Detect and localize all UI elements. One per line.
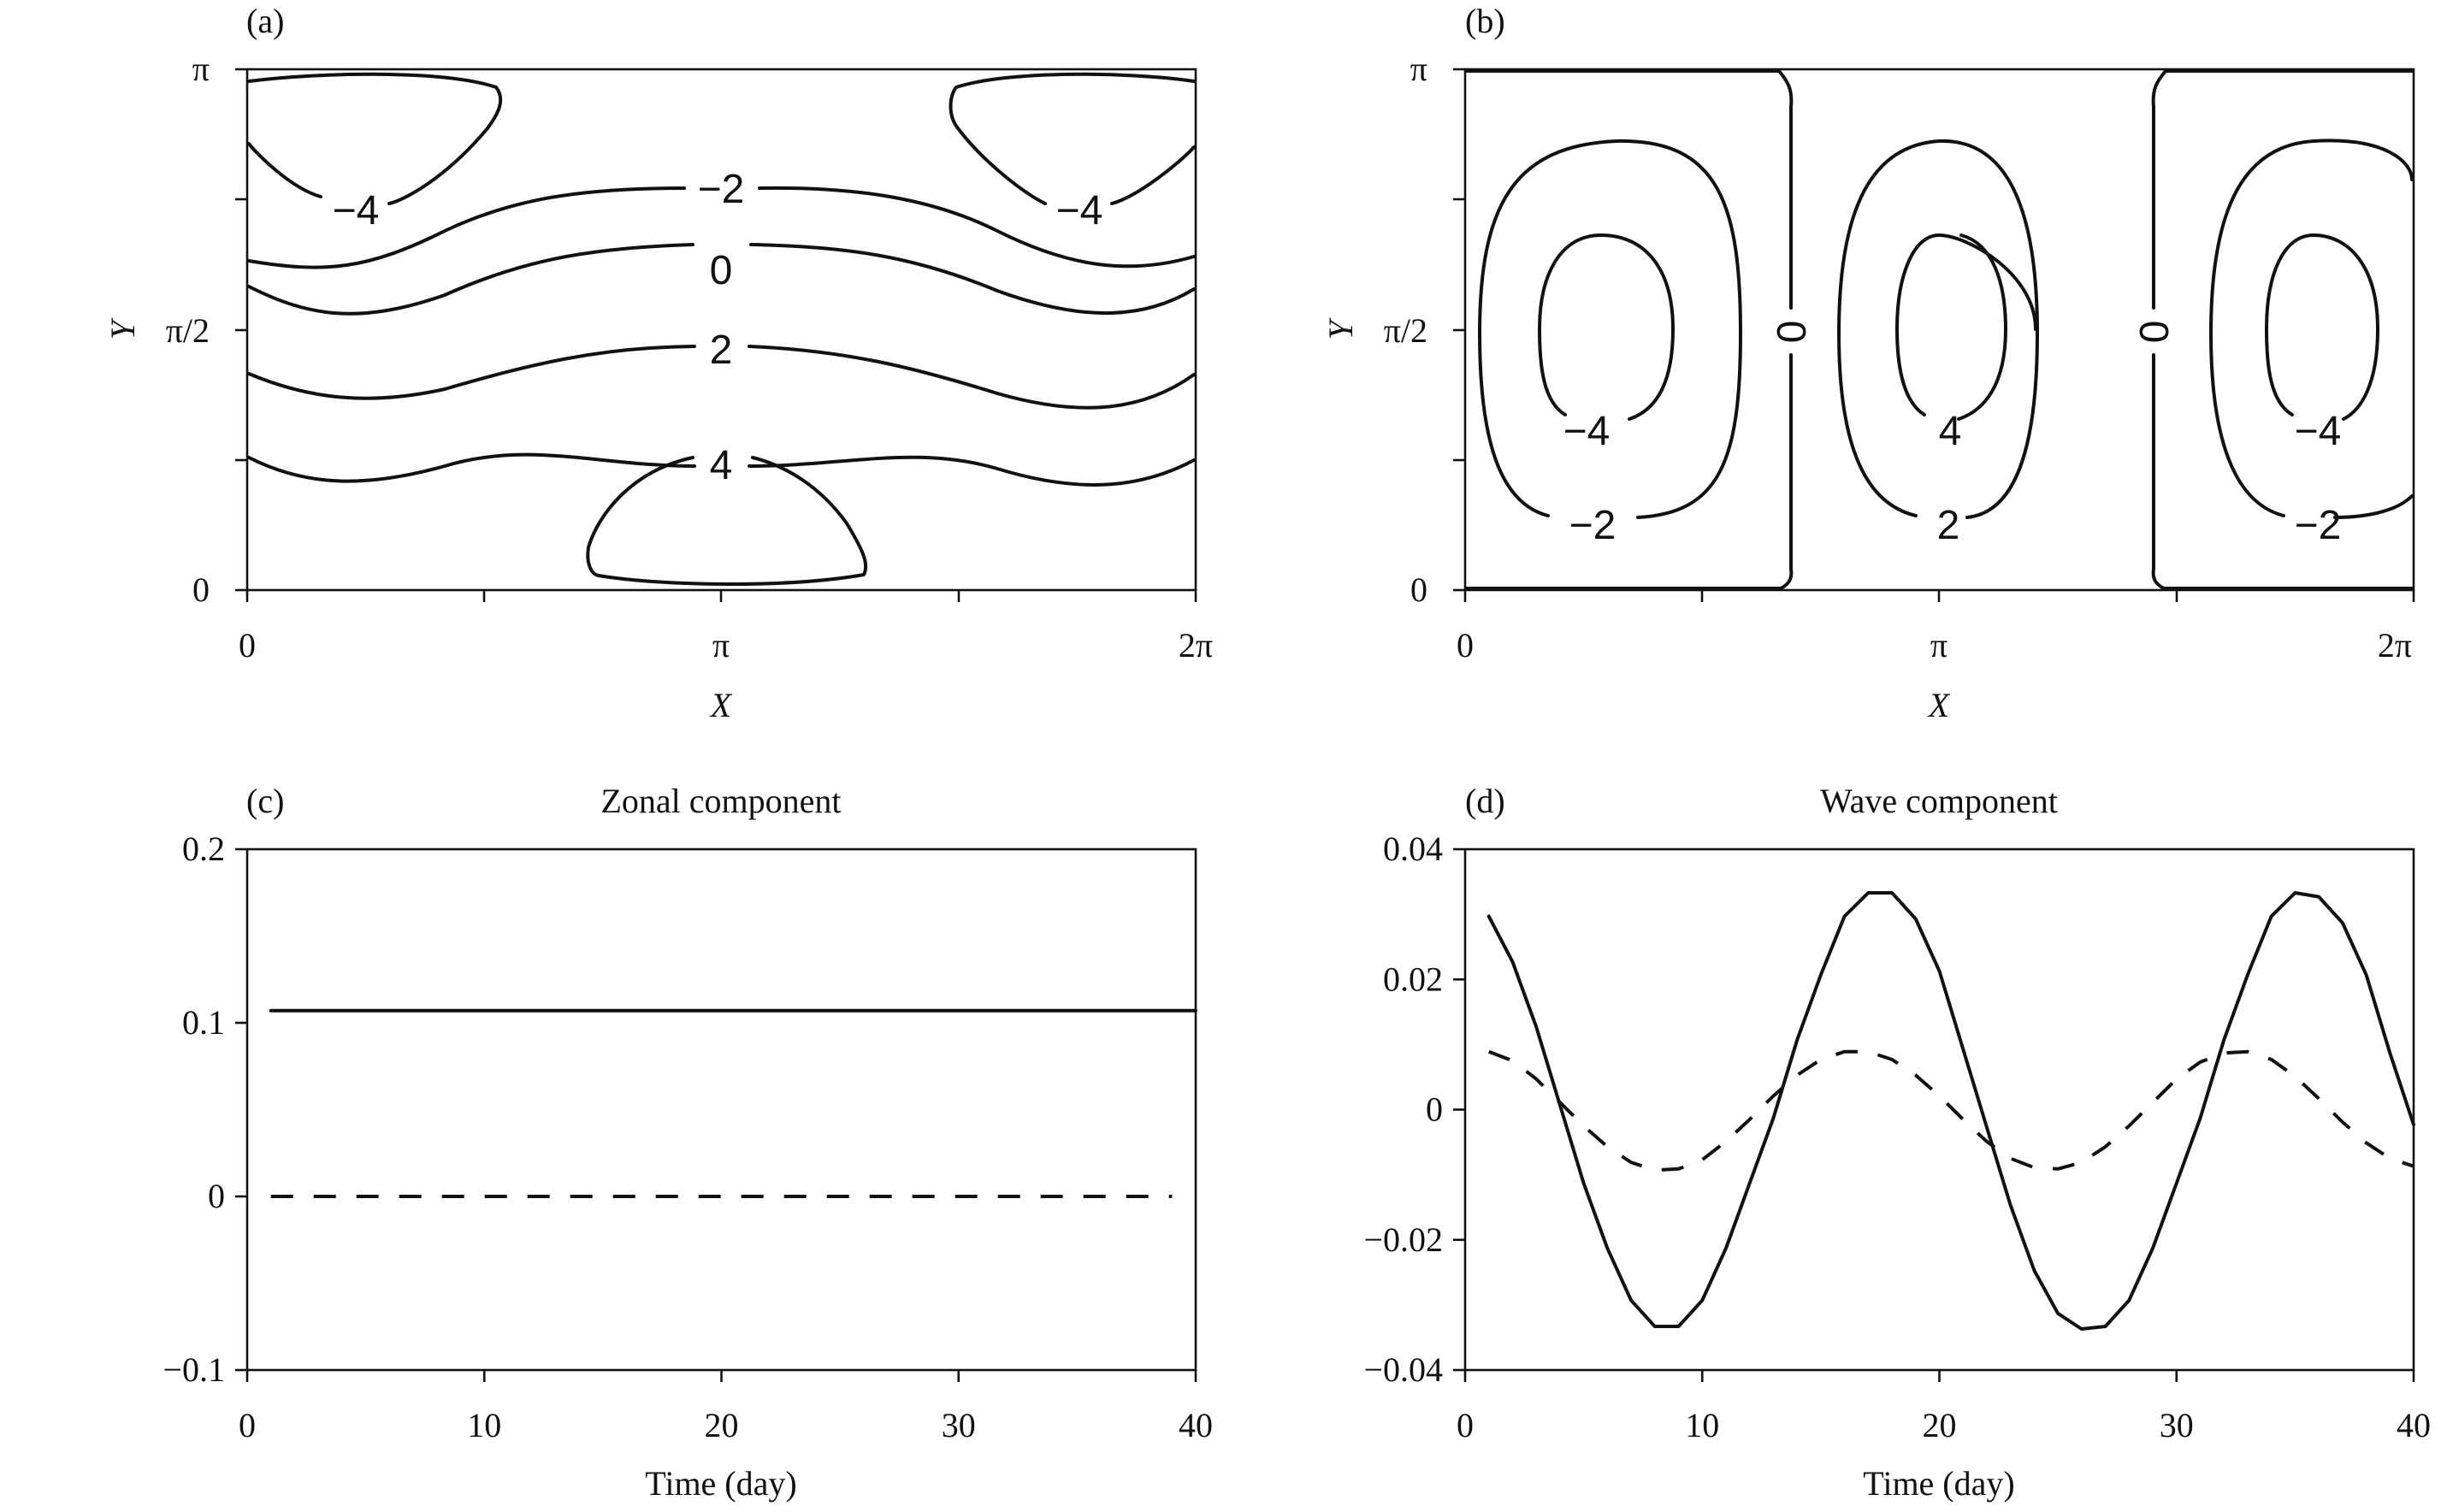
panel-c-title: Zonal component <box>600 782 841 820</box>
contour-line-neg2-left <box>1478 139 1742 519</box>
panel-d-ytick-label: −0.02 <box>1363 1220 1443 1259</box>
contour-line-neg4-left <box>1538 233 1675 421</box>
contour-label: 4 <box>710 443 733 488</box>
contour-label: 0 <box>710 248 733 293</box>
panel-d-xtick-label: 10 <box>1685 1406 1719 1444</box>
panel-b-label: (b) <box>1465 2 1505 40</box>
panel-a-ylabel: Y <box>103 317 142 340</box>
panel-c-xtick-label: 20 <box>705 1406 739 1444</box>
panel-b-xlabel: X <box>1927 686 1951 724</box>
panel-d-xtick-label: 30 <box>2160 1406 2194 1444</box>
panel-a-ticks <box>235 68 1197 602</box>
panel-a-xlabel: X <box>709 686 733 724</box>
panel-a: (a) π π/2 0 0 π 2π X Y −4 −4 <box>103 2 1213 724</box>
panel-c-ytick-label: 0.1 <box>182 1003 225 1042</box>
contour-label: −2 <box>2295 503 2342 548</box>
panel-d-label: (d) <box>1465 782 1505 820</box>
panel-d-title: Wave component <box>1820 782 2058 820</box>
panel-a-xtick: 0 <box>239 626 256 664</box>
panel-c-ytick-label: 0.2 <box>182 830 225 868</box>
panel-a-ytick: π <box>192 50 210 88</box>
contour-line-4-mid-b <box>1957 233 2007 421</box>
panel-d-ytick-label: 0.04 <box>1383 830 1443 868</box>
contour-label: −4 <box>1563 409 1611 454</box>
panel-b-ytick: 0 <box>1410 570 1427 609</box>
contour-line-4 <box>586 456 868 586</box>
contour-line-neg2 <box>247 186 1196 269</box>
contour-line-neg4-right <box>2265 233 2379 421</box>
panel-c-ytick-label: −0.1 <box>163 1350 225 1389</box>
panel-c-xlabel: Time (day) <box>645 1464 796 1503</box>
contour-line-neg2-right <box>2209 139 2414 519</box>
panel-c-xtick-label: 10 <box>467 1406 501 1444</box>
panel-a-xtick: π <box>712 626 730 664</box>
panel-c-xtick-label: 40 <box>1179 1406 1213 1444</box>
contour-line-0-left <box>1465 69 1794 590</box>
panel-a-xtick: 2π <box>1179 626 1213 664</box>
panel-d-series-dashed-line <box>1487 1049 2414 1172</box>
panel-b: (b) π π/2 0 0 π 2π X Y <box>1321 2 2415 724</box>
panel-c-ytick-label: 0 <box>208 1177 225 1215</box>
contour-line-2-mid <box>1837 139 2039 519</box>
panel-a-ytick: π/2 <box>166 311 210 350</box>
panel-d-xtick-label: 0 <box>1457 1406 1474 1444</box>
contour-label: −4 <box>1056 188 1103 233</box>
panel-b-ytick: π <box>1410 50 1427 88</box>
panel-c-xtick-label: 30 <box>942 1406 976 1444</box>
contour-label: 0 <box>1768 321 1813 344</box>
panel-d-xlabel: Time (day) <box>1863 1464 2014 1503</box>
panel-d-ytick-label: 0.02 <box>1383 960 1443 998</box>
panel-b-ylabel: Y <box>1321 317 1360 340</box>
contour-label: 0 <box>2131 321 2176 344</box>
contour-line-4-mid <box>1895 233 2037 416</box>
contour-line-neg4-right <box>949 72 1196 205</box>
contour-line-2c <box>748 455 1196 487</box>
contour-label: 2 <box>710 328 733 373</box>
contour-label: −2 <box>1569 503 1616 548</box>
panel-d-ytick-label: 0 <box>1426 1090 1443 1129</box>
contour-line-0 <box>247 243 1196 316</box>
panel-d-series-solid-line <box>1486 891 2415 1331</box>
panel-d-xtick-label: 40 <box>2397 1406 2431 1444</box>
panel-a-label: (a) <box>246 2 284 40</box>
panel-b-xtick: π <box>1930 626 1947 664</box>
panel-d-xtick-label: 20 <box>1923 1406 1957 1444</box>
panel-c-label: (c) <box>246 782 284 820</box>
contour-line-2b <box>247 452 696 483</box>
panel-c: (c) Zonal component Time (day) 0 10 20 30 40… <box>163 782 1213 1503</box>
panel-a-ytick: 0 <box>192 570 210 609</box>
panel-b-xtick: 2π <box>2378 626 2412 664</box>
panel-c-xtick-label: 0 <box>239 1406 256 1444</box>
contour-label: 4 <box>1939 409 1962 454</box>
contour-label: −4 <box>333 188 380 233</box>
contour-line-neg4-left <box>247 72 503 205</box>
contour-label: −2 <box>698 167 745 212</box>
panel-b-ticks <box>1453 68 2415 602</box>
contour-label: −4 <box>2295 409 2342 454</box>
panel-d-ytick-label: −0.04 <box>1363 1350 1443 1389</box>
contour-line-2 <box>247 345 1196 410</box>
contour-label: 2 <box>1937 503 1960 548</box>
panel-c-frame <box>245 848 1197 1372</box>
contour-line-0-right <box>2151 69 2414 590</box>
panel-b-xtick: 0 <box>1457 626 1474 664</box>
panel-d: (d) Wave component Time (day) 0 10 20 30 40 −… <box>1363 782 2431 1503</box>
panel-d-frame <box>1463 848 2415 1372</box>
panel-b-ytick: π/2 <box>1384 311 1427 350</box>
